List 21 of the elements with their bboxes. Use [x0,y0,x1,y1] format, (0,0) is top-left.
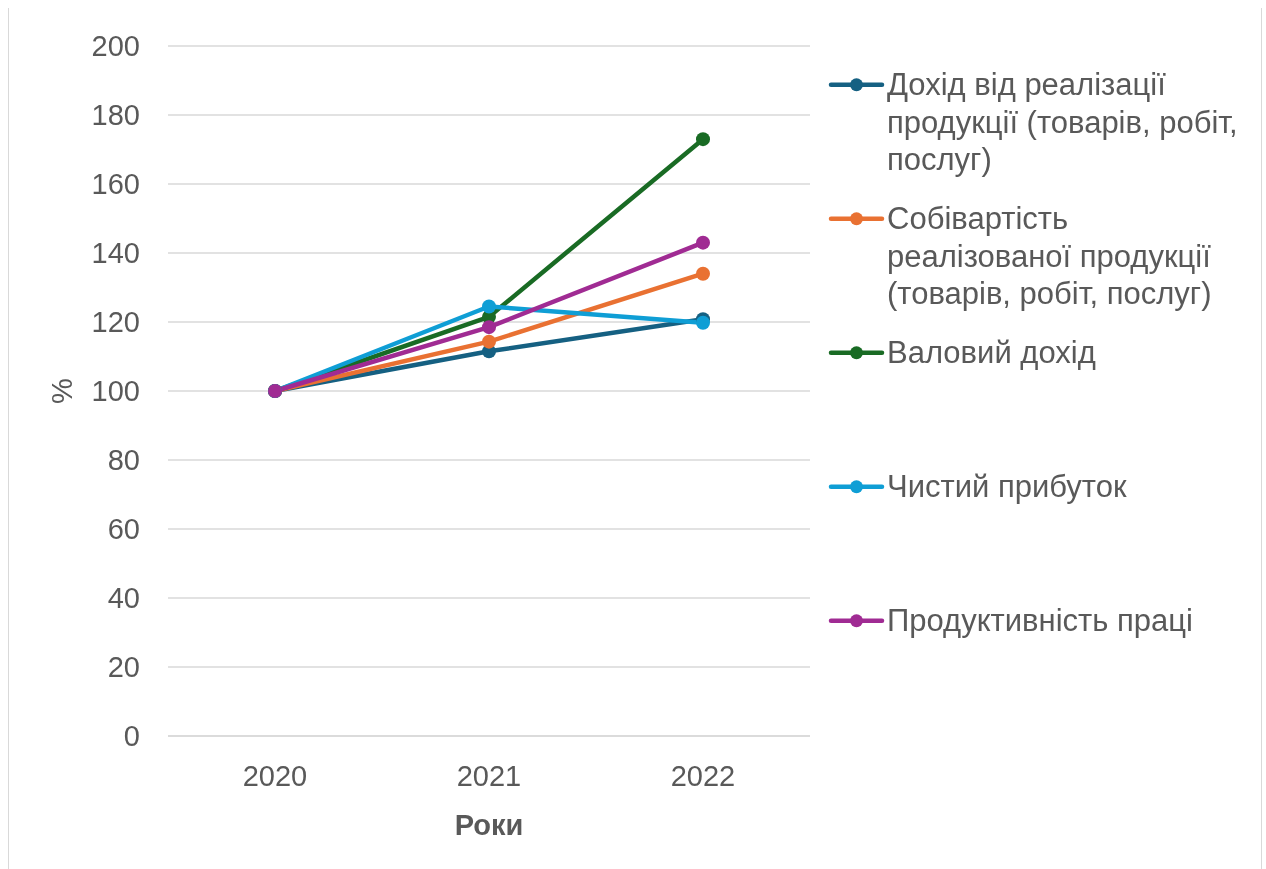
y-tick-label: 60 [107,513,140,546]
y-tick-label: 160 [91,168,140,201]
y-tick-label: 20 [107,651,140,684]
y-tick-label: 200 [91,30,140,63]
y-tick-label: 120 [91,306,140,339]
legend-label: Дохід від реалізації продукції (товарів, робіт, послуг) [887,67,1238,177]
x-tick-label: 2022 [670,759,736,792]
y-axis-title: % [46,378,78,404]
x-axis-title: Роки [454,809,524,841]
y-tick-label: 140 [91,237,140,270]
y-tick-label: 80 [107,444,140,477]
legend-label: Собівартість реалізованої продукції (товарів, робіт, послуг) [887,201,1212,311]
y-tick-label: 100 [91,375,140,408]
y-tick-label: 0 [123,720,140,753]
x-tick-label: 2021 [456,759,522,792]
y-tick-label: 180 [91,99,140,132]
legend-label: Валовий дохід [887,335,1096,370]
legend-label: Продуктивність праці [887,603,1193,638]
y-tick-label: 40 [107,582,140,615]
legend-label: Чистий прибуток [887,469,1127,504]
x-tick-label: 2020 [242,759,308,792]
